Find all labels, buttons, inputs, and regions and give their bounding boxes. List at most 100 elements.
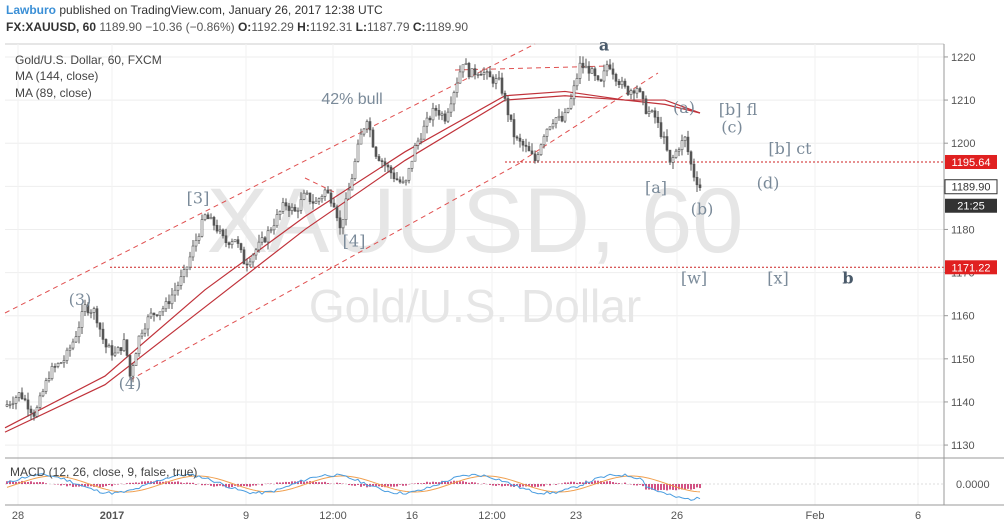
candle-body xyxy=(296,210,300,212)
candle-body xyxy=(503,92,507,99)
candle-body xyxy=(92,308,96,313)
candle-body xyxy=(635,88,639,94)
candle-body xyxy=(497,77,501,80)
candle-body xyxy=(458,71,462,84)
candle xyxy=(119,347,123,355)
candle-body xyxy=(35,407,39,417)
wave-label: [4] xyxy=(343,232,366,251)
candle-body xyxy=(83,304,87,312)
candle-body xyxy=(248,261,252,266)
upper-channel-line xyxy=(4,43,536,314)
candle-body xyxy=(578,62,582,79)
candle xyxy=(110,340,114,361)
candle xyxy=(272,218,276,235)
ma144-legend[interactable]: MA (144, close) xyxy=(15,69,99,83)
candle-body xyxy=(323,189,327,197)
candle-body xyxy=(641,91,645,100)
wave-label: (4) xyxy=(119,374,142,393)
candle-body xyxy=(437,110,441,116)
candle-body xyxy=(416,140,420,146)
candle xyxy=(446,108,450,124)
candle-body xyxy=(74,336,78,343)
candle xyxy=(179,269,183,290)
candle-body xyxy=(281,202,285,212)
x-tick-label: 23 xyxy=(570,510,582,522)
candle xyxy=(548,126,552,131)
candle-body xyxy=(236,239,240,244)
candle xyxy=(500,72,504,96)
candle-body xyxy=(419,138,423,142)
ma89-legend[interactable]: MA (89, close) xyxy=(15,86,92,100)
candle-body xyxy=(122,339,126,352)
candle xyxy=(671,154,675,170)
candle-body xyxy=(488,71,492,78)
x-tick-label: Feb xyxy=(806,510,825,522)
candle xyxy=(218,225,222,235)
candle-body xyxy=(584,65,588,69)
candle xyxy=(197,233,201,244)
candle xyxy=(239,242,243,253)
x-tick-label: 6 xyxy=(915,510,921,522)
chart-axes: 1130114011501160117011801190120012101220… xyxy=(5,44,1004,522)
candle-body xyxy=(608,64,612,70)
candle xyxy=(644,95,648,115)
candle-body xyxy=(341,219,345,229)
candle-body xyxy=(548,126,552,130)
high-label: H: xyxy=(297,20,310,34)
candle-body xyxy=(206,214,210,220)
candle xyxy=(77,321,81,344)
candle-body xyxy=(221,229,225,237)
candle-body xyxy=(212,217,216,226)
candle xyxy=(260,231,264,246)
candle-body xyxy=(605,64,609,72)
candle xyxy=(173,282,177,302)
candle-body xyxy=(191,245,195,258)
candle-body xyxy=(41,391,45,397)
candle-body xyxy=(203,214,207,220)
candle-body xyxy=(26,399,30,410)
candle-body xyxy=(506,98,510,116)
candle-body xyxy=(530,150,534,155)
macd-legend[interactable]: MACD (12, 26, close, 9, false, true) xyxy=(10,465,198,479)
candle xyxy=(230,238,234,249)
publisher-name[interactable]: Lawburo xyxy=(6,3,56,17)
candle xyxy=(71,338,75,351)
candle xyxy=(326,186,330,194)
candle xyxy=(341,219,345,235)
candle-body xyxy=(623,80,627,87)
wave-label: [w] xyxy=(681,268,707,287)
candle xyxy=(65,347,69,364)
candle-body xyxy=(395,178,399,181)
candle-body xyxy=(149,312,153,318)
candle-body xyxy=(368,121,372,131)
candle xyxy=(284,198,288,211)
candle-body xyxy=(71,341,75,349)
watermark-description: Gold/U.S. Dollar xyxy=(309,280,641,332)
candle xyxy=(677,147,681,157)
candle xyxy=(467,61,471,80)
candle xyxy=(161,305,165,316)
candle-body xyxy=(356,143,360,162)
candle xyxy=(557,108,561,121)
candle xyxy=(68,344,72,357)
candle xyxy=(215,219,219,234)
series-legend-title[interactable]: Gold/U.S. Dollar, 60, FXCM xyxy=(15,53,162,67)
candle-body xyxy=(260,237,264,243)
y-tick-label: 1150 xyxy=(951,354,975,366)
candle-body xyxy=(557,115,561,119)
candle xyxy=(497,71,501,81)
candle-body xyxy=(407,168,411,181)
candle xyxy=(116,346,120,354)
candle-body xyxy=(290,206,294,211)
candle-body xyxy=(155,314,159,317)
candle xyxy=(20,387,24,400)
candle xyxy=(596,75,600,82)
candle-body xyxy=(278,211,282,215)
candle-body xyxy=(47,378,51,381)
candle xyxy=(26,392,30,417)
candle xyxy=(41,388,45,398)
candle-body xyxy=(587,65,591,74)
candle-body xyxy=(449,103,453,113)
candle xyxy=(275,209,279,228)
candle xyxy=(233,239,237,243)
